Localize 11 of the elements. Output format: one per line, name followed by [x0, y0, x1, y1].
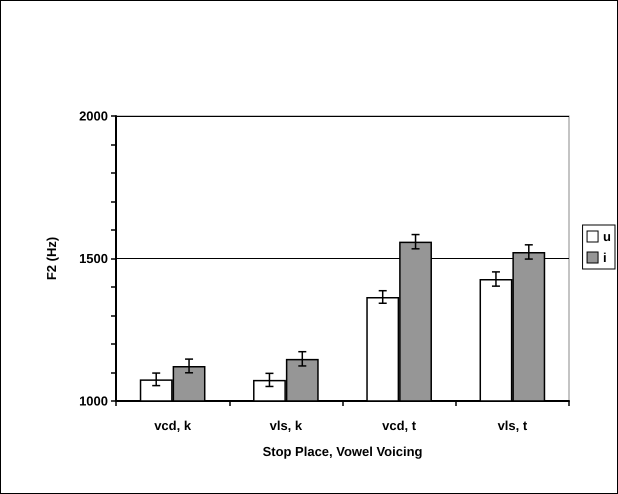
y-tick-label: 1000 [79, 394, 108, 408]
x-tick-label: vls, k [270, 418, 303, 433]
y-tick-label: 2000 [79, 108, 108, 124]
x-tick-label: vcd, t [382, 418, 417, 433]
legend-label: i [603, 250, 607, 265]
y-axis-title: F2 (Hz) [44, 236, 59, 280]
x-tick-label: vls, t [498, 418, 528, 433]
x-axis-title: Stop Place, Vowel Voicing [262, 444, 422, 459]
x-tick-label: vcd, k [154, 418, 192, 433]
y-tick-label: 1500 [79, 251, 108, 266]
legend-label: u [603, 229, 612, 244]
